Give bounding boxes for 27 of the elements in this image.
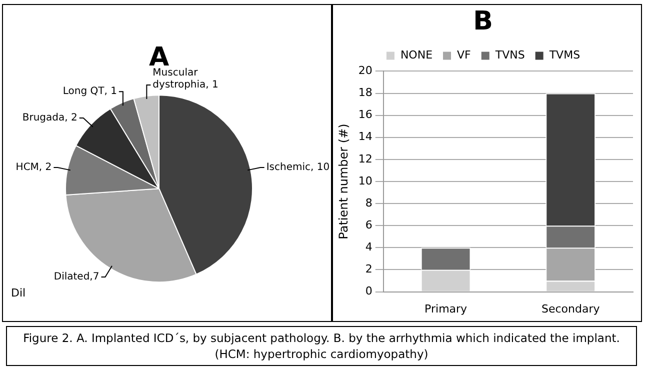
legend-label: VF bbox=[457, 48, 471, 62]
y-tick-label: 18 bbox=[358, 86, 372, 100]
legend-label: NONE bbox=[400, 48, 433, 62]
caption: Figure 2. A. Implanted ICD´s, by subjacent pathology. B. by the arrhythmia which indicated the implant. (HCM: hypertrophic cardiomyopathy) bbox=[6, 326, 637, 366]
x-tick-label: Primary bbox=[424, 302, 468, 316]
slice-label: Ischemic, 10 bbox=[266, 162, 330, 174]
slice-label: Long QT, 1 bbox=[62, 86, 117, 98]
y-tick-label: 14 bbox=[358, 130, 372, 144]
y-tick-label: 16 bbox=[358, 108, 372, 122]
y-tick-label: 6 bbox=[365, 218, 372, 232]
y-tick-label: 8 bbox=[365, 196, 372, 210]
legend-label: TVMS bbox=[548, 48, 580, 62]
slice-label: Brugada, 2 bbox=[22, 112, 78, 124]
chart-title: B bbox=[473, 6, 493, 36]
text: Dil bbox=[11, 286, 26, 300]
y-tick-label: 20 bbox=[358, 64, 372, 78]
y-axis-title: Patient number (#) bbox=[336, 124, 350, 240]
y-tick-label: 12 bbox=[358, 152, 372, 166]
y-tick-label: 10 bbox=[358, 174, 372, 188]
legend-label: TVNS bbox=[494, 48, 525, 62]
y-tick-label: 4 bbox=[365, 240, 372, 254]
slice-label: Dilated,7 bbox=[54, 272, 100, 283]
slice-label: Muscular dystrophia, 1 bbox=[152, 68, 218, 91]
slice-label: HCM, 2 bbox=[16, 162, 52, 174]
y-tick-label: 2 bbox=[365, 262, 372, 276]
y-tick-label: 0 bbox=[365, 284, 372, 298]
x-tick-label: Secondary bbox=[541, 302, 600, 316]
